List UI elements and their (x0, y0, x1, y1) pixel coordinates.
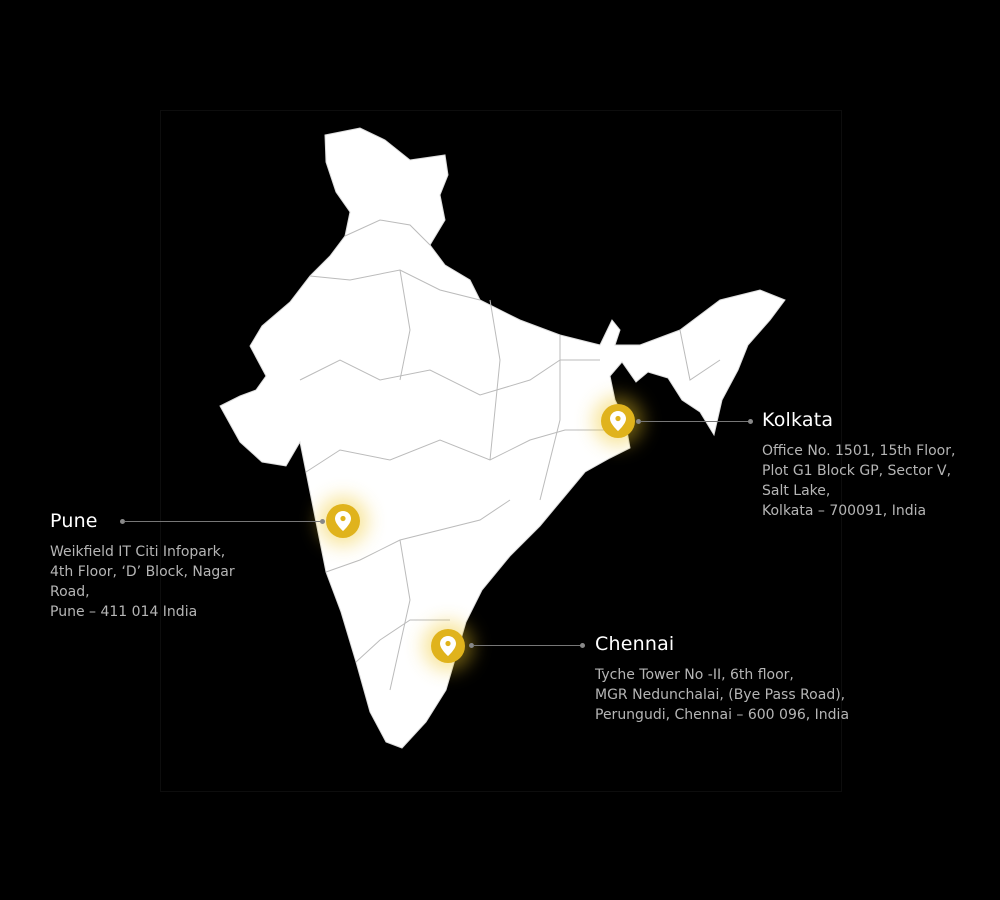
pune-pin[interactable] (326, 504, 360, 538)
pune-connector (124, 521, 322, 522)
office-city: Chennai (595, 633, 675, 655)
chennai-connector-end (580, 643, 585, 648)
map-pin-icon (335, 511, 351, 531)
chennai-connector (473, 645, 581, 646)
office-address: Weikfield IT Citi Infopark, 4th Floor, ‘… (50, 544, 235, 620)
office-address: Tyche Tower No -II, 6th floor, MGR Nedun… (595, 667, 850, 723)
map-frame (160, 110, 842, 792)
office-pune: Pune Weikfield IT Citi Infopark, 4th Flo… (50, 510, 235, 622)
office-city: Kolkata (762, 409, 834, 431)
map-pin-icon (610, 411, 626, 431)
office-kolkata: Kolkata Office No. 1501, 15th Floor, Plo… (762, 409, 955, 521)
chennai-pin[interactable] (431, 629, 465, 663)
office-address: Office No. 1501, 15th Floor, Plot G1 Blo… (762, 443, 956, 519)
kolkata-connector (640, 421, 750, 422)
kolkata-connector-start (636, 419, 641, 424)
map-pin-icon (440, 636, 456, 656)
office-chennai: Chennai Tyche Tower No -II, 6th floor, M… (595, 633, 849, 725)
state-borders (299, 219, 721, 691)
kolkata-connector-end (748, 419, 753, 424)
office-city: Pune (50, 510, 98, 532)
kolkata-pin[interactable] (601, 404, 635, 438)
pune-connector-start (120, 519, 125, 524)
chennai-connector-start (469, 643, 474, 648)
pune-connector-end (320, 519, 325, 524)
